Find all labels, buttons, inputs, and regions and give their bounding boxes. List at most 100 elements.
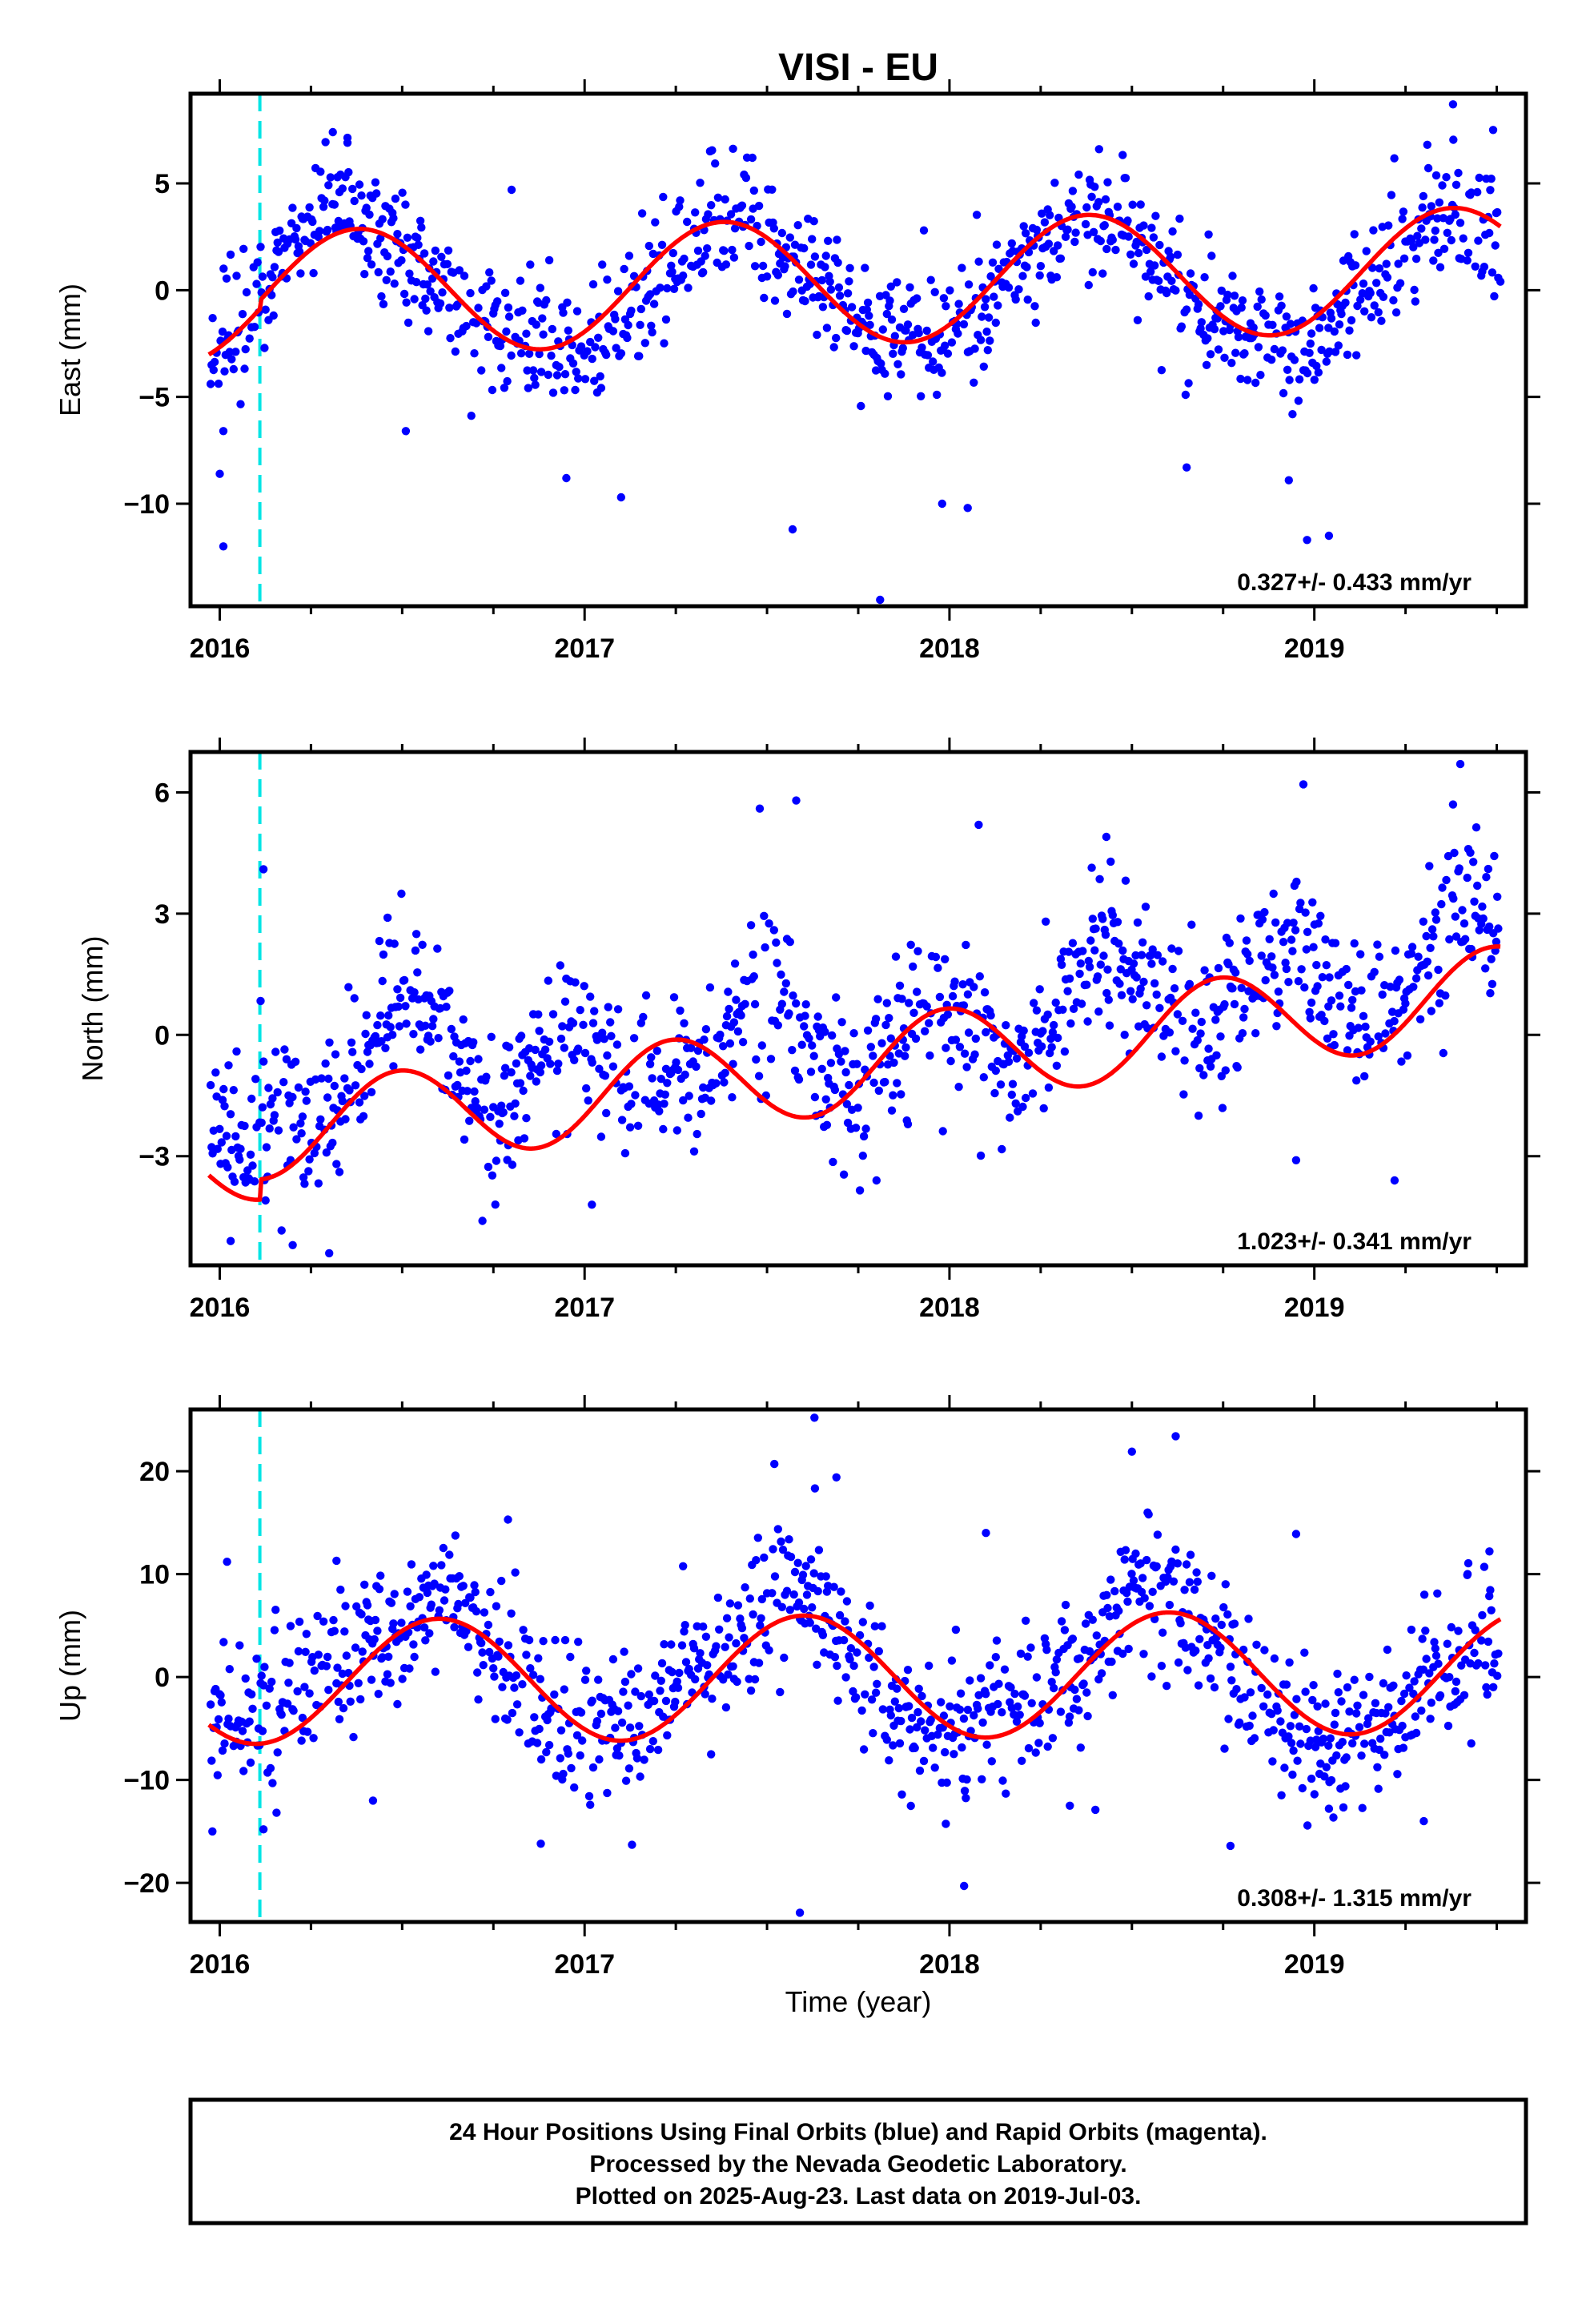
up-data-point	[756, 1621, 765, 1630]
up-data-point	[1257, 1683, 1266, 1693]
up-data-point	[512, 1671, 521, 1680]
up-data-point	[406, 1602, 415, 1611]
east-data-point	[1236, 374, 1245, 384]
east-data-point	[552, 371, 562, 380]
north-data-point	[1350, 939, 1359, 948]
east-data-point	[445, 304, 454, 312]
up-data-point	[939, 1711, 949, 1720]
up-data-point	[1399, 1743, 1408, 1752]
up-data-point	[708, 1695, 717, 1703]
north-data-point	[1007, 1090, 1017, 1100]
up-data-point	[1417, 1706, 1426, 1715]
east-data-point	[623, 333, 632, 343]
east-data-point	[324, 181, 333, 190]
east-data-point	[1194, 300, 1203, 309]
north-data-point	[602, 1108, 611, 1118]
east-data-point	[484, 332, 493, 341]
north-data-point	[449, 1051, 458, 1061]
east-data-point	[930, 287, 939, 296]
up-data-point	[732, 1638, 741, 1648]
north-data-point	[669, 993, 679, 1002]
north-data-point	[294, 1083, 303, 1092]
east-data-point	[1303, 368, 1312, 378]
east-data-point	[1275, 292, 1284, 301]
east-data-point	[548, 324, 556, 334]
east-data-point	[1100, 221, 1110, 230]
east-data-point	[1081, 219, 1090, 229]
east-data-point	[656, 283, 665, 292]
up-data-point	[450, 1622, 459, 1632]
up-data-point	[1024, 1743, 1034, 1753]
east-data-point	[1438, 181, 1447, 190]
up-data-point	[882, 1735, 892, 1744]
north-data-point	[1019, 1026, 1028, 1035]
north-data-point	[603, 1051, 612, 1060]
up-data-point	[268, 1779, 277, 1787]
north-data-point	[951, 1035, 961, 1044]
north-data-point	[396, 993, 405, 1003]
up-data-point	[798, 1570, 808, 1579]
north-data-point	[1422, 931, 1431, 941]
up-data-point	[530, 1713, 539, 1722]
east-data-point	[1314, 368, 1323, 377]
east-outlier-point	[215, 469, 224, 478]
north-data-point	[325, 1038, 334, 1047]
up-data-point	[765, 1646, 773, 1655]
north-data-point	[447, 1024, 456, 1034]
east-data-point	[711, 159, 720, 168]
east-data-point	[1351, 261, 1360, 270]
north-x-tick-label: 2019	[1284, 1293, 1345, 1323]
east-rate-label: 0.327+/- 0.433 mm/yr	[1237, 569, 1472, 596]
up-data-point	[769, 1545, 777, 1554]
east-data-point	[661, 315, 671, 324]
north-data-point	[556, 1034, 566, 1043]
north-data-point	[1260, 907, 1269, 917]
north-data-point	[1063, 987, 1072, 995]
north-outlier-point	[974, 820, 983, 830]
north-data-point	[754, 1072, 764, 1080]
east-data-point	[222, 274, 231, 283]
up-data-point	[260, 1663, 269, 1671]
north-data-point	[442, 1003, 451, 1011]
up-data-point	[252, 1655, 261, 1663]
east-data-point	[1023, 296, 1032, 304]
north-data-point	[684, 1113, 693, 1122]
up-y-tick-label: −20	[123, 1868, 170, 1899]
north-data-point	[469, 1038, 478, 1047]
east-data-point	[544, 370, 552, 380]
up-data-point	[1398, 1721, 1407, 1731]
north-data-point	[842, 1100, 852, 1108]
east-data-point	[1185, 290, 1195, 300]
east-data-point	[958, 263, 966, 272]
north-data-point	[213, 1144, 222, 1153]
up-data-point	[445, 1550, 454, 1559]
north-data-point	[1006, 1113, 1014, 1122]
east-data-point	[438, 288, 447, 297]
east-data-point	[1277, 301, 1286, 310]
east-data-point	[1098, 269, 1107, 278]
north-data-point	[1039, 1104, 1048, 1113]
up-data-point	[712, 1642, 721, 1651]
up-data-point	[285, 1659, 294, 1667]
north-data-point	[1378, 990, 1387, 999]
up-data-point	[873, 1679, 881, 1688]
up-data-point	[584, 1791, 594, 1801]
east-data-point	[825, 277, 834, 286]
east-data-point	[1279, 388, 1288, 398]
up-data-point	[1022, 1616, 1030, 1626]
north-data-point	[701, 1025, 711, 1034]
up-data-points	[206, 1413, 1503, 1917]
north-data-point	[1091, 924, 1100, 933]
footer-line-1: 24 Hour Positions Using Final Orbits (bl…	[449, 2119, 1267, 2145]
north-data-point	[663, 1079, 672, 1088]
north-data-point	[720, 1078, 729, 1087]
east-data-point	[1283, 365, 1292, 374]
up-data-point	[1012, 1717, 1022, 1726]
east-x-tick-label: 2019	[1284, 633, 1345, 664]
east-data-point	[372, 189, 381, 198]
up-data-point	[657, 1659, 667, 1668]
up-data-point	[1310, 1790, 1319, 1799]
east-data-point	[704, 210, 713, 219]
east-data-point	[1227, 359, 1236, 368]
up-data-point	[1192, 1568, 1201, 1577]
